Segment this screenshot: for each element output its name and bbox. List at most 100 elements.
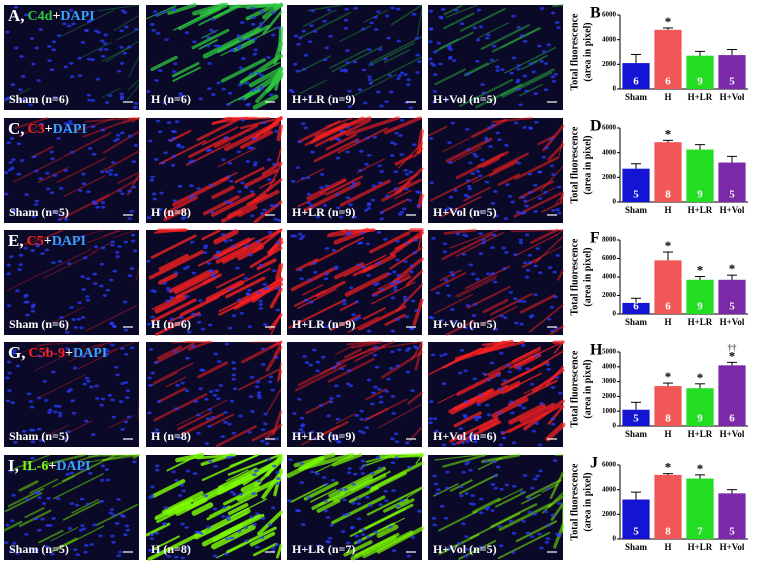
nucleus	[36, 396, 42, 400]
nucleus	[390, 6, 395, 10]
nucleus	[306, 192, 312, 196]
nucleus	[463, 415, 468, 419]
nucleus	[521, 406, 527, 410]
stain-streak	[248, 66, 284, 88]
stain-streak	[251, 178, 283, 203]
nucleus	[364, 162, 369, 166]
nucleus	[366, 329, 372, 333]
group-label: Sham (n=6)	[9, 92, 69, 106]
stain-streak	[555, 229, 564, 236]
nucleus	[365, 136, 370, 140]
nucleus	[42, 502, 47, 505]
stain-streak	[331, 453, 362, 467]
stain-streak	[547, 494, 565, 508]
nucleus	[310, 430, 315, 434]
nucleus	[266, 458, 272, 461]
nucleus	[465, 72, 471, 76]
nucleus	[448, 161, 453, 164]
nucleus	[276, 218, 282, 222]
nucleus	[465, 304, 470, 307]
nucleus	[348, 203, 353, 207]
stain-streak	[202, 195, 240, 216]
nucleus	[302, 355, 307, 358]
stain-streak	[269, 287, 283, 309]
nucleus	[8, 160, 13, 164]
nucleus	[310, 9, 315, 13]
nucleus	[237, 83, 243, 87]
micrograph: H+Vol (n=5)	[427, 117, 565, 223]
nucleus	[224, 342, 230, 346]
stain-streak	[453, 411, 482, 428]
nucleus	[516, 25, 521, 29]
stain-streak	[523, 186, 557, 204]
nucleus	[37, 496, 42, 500]
nucleus	[533, 293, 538, 297]
nucleus	[557, 502, 562, 505]
nucleus	[445, 486, 450, 490]
nucleus	[275, 470, 280, 474]
nucleus	[231, 361, 236, 365]
stain-streak	[332, 473, 387, 503]
nucleus	[193, 399, 199, 403]
nucleus	[462, 233, 467, 237]
nucleus	[256, 72, 261, 75]
nucleus	[309, 24, 314, 28]
stain-streak	[478, 418, 500, 432]
n-label: 6	[665, 301, 671, 313]
stain-streak	[455, 231, 504, 257]
stain-streak	[220, 27, 277, 57]
stain-streak	[434, 31, 474, 53]
stain-streak	[393, 189, 412, 200]
nucleus	[223, 420, 228, 424]
nucleus	[468, 161, 473, 165]
nucleus	[450, 308, 455, 311]
nucleus	[550, 417, 555, 421]
stain-streak	[50, 526, 79, 542]
stain-streak	[370, 281, 416, 305]
nucleus	[255, 380, 261, 384]
nucleus	[514, 321, 519, 325]
nucleus	[112, 513, 117, 517]
nucleus	[534, 120, 539, 124]
nucleus	[383, 237, 388, 241]
stain-streak	[328, 466, 386, 498]
nucleus	[188, 196, 194, 200]
nucleus	[288, 88, 294, 92]
nucleus	[458, 436, 464, 440]
nucleus	[228, 238, 233, 242]
nucleus	[472, 26, 477, 30]
bar	[622, 409, 650, 426]
stain-streak	[202, 27, 261, 59]
nucleus	[203, 494, 209, 498]
nucleus	[322, 476, 327, 479]
stain-streak	[343, 254, 387, 277]
nucleus	[81, 172, 86, 176]
nucleus	[327, 536, 333, 540]
nucleus	[271, 546, 276, 550]
stain-streak	[350, 340, 383, 349]
nucleus	[325, 516, 331, 519]
nucleus	[390, 437, 395, 441]
nucleus	[11, 351, 17, 355]
nucleus	[120, 428, 125, 431]
nucleus	[484, 180, 490, 184]
group-label: H (n=8)	[151, 205, 191, 219]
stain-streak	[51, 306, 85, 324]
group-label: H (n=6)	[151, 317, 191, 331]
stain-streak	[303, 481, 339, 501]
nucleus	[501, 436, 507, 440]
nucleus	[397, 74, 402, 78]
nucleus	[492, 44, 497, 48]
x-tick-label: Sham	[625, 92, 648, 102]
nucleus	[301, 122, 306, 126]
nucleus	[221, 158, 226, 162]
group-label: H+Vol (n=5)	[433, 317, 497, 331]
nucleus	[497, 411, 502, 415]
nucleus	[226, 518, 231, 521]
nucleus	[116, 498, 121, 501]
nucleus	[503, 217, 508, 221]
nucleus	[310, 150, 315, 154]
nucleus	[243, 185, 249, 189]
nucleus	[546, 317, 552, 321]
nucleus	[502, 379, 507, 382]
